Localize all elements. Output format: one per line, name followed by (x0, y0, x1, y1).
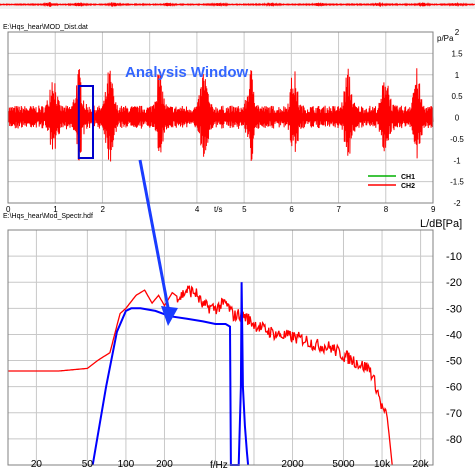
spectrum-y-tick-label: -60 (446, 382, 462, 394)
time-y-tick-label: 0.5 (451, 92, 463, 101)
time-y-tick-label: -2 (453, 199, 461, 208)
spectrum-ylabel: L/dB[Pa] (420, 218, 462, 230)
spectrum-y-tick-label: -10 (446, 251, 462, 263)
time-y-tick-label: -1 (453, 156, 461, 165)
time-x-tick-label: 2 (100, 205, 105, 214)
time-y-tick-label: -0.5 (450, 135, 464, 144)
analysis-arrow-line (138, 159, 172, 319)
analysis-arrow-head (161, 306, 178, 326)
spectrum-x-tick-label: 50 (82, 459, 94, 469)
spectrum-y-tick-label: -80 (446, 434, 462, 446)
time-x-tick-label: 8 (384, 205, 389, 214)
legend-label-ch2: CH2 (401, 183, 415, 190)
time-plot-ticks: 0 1 2 4 5 6 7 8 9 2 1.5 1 0.5 0 -0.5 -1 -1.5 -2 (6, 28, 464, 214)
time-y-tick-label: 2 (455, 28, 460, 37)
time-x-tick-label: 9 (431, 205, 436, 214)
time-x-tick-label: 4 (195, 205, 200, 214)
spectrum-y-tick-label: -30 (446, 303, 462, 315)
overview-waveform (0, 2, 475, 7)
time-x-tick-label: 5 (242, 205, 247, 214)
time-x-tick-label: 7 (337, 205, 342, 214)
analysis-window-box (77, 85, 95, 159)
spectrum-frame (7, 229, 434, 466)
time-x-tick-label: 1 (53, 205, 58, 214)
spectrum-series (8, 282, 393, 466)
time-y-tick-label: 0 (455, 114, 460, 123)
spectrum-ticks: 20 50 100 200 2000 5000 10k 20k -10 -20 -30 -40 -50 -… (31, 251, 462, 469)
time-x-tick-label: 0 (6, 205, 11, 214)
spectrum-grid (8, 230, 433, 465)
legend-label-ch1: CH1 (401, 174, 415, 181)
spectrum-series-blue (91, 282, 250, 466)
spectrum-x-tick-label: 20 (31, 459, 43, 469)
spectrum-y-tick-label: -50 (446, 356, 462, 368)
spectrum-series-red (8, 285, 393, 466)
spectrum-x-tick-label: 20k (413, 459, 430, 469)
spectrum-y-tick-label: -40 (446, 329, 462, 341)
spectrum-x-tick-label: 10k (374, 459, 391, 469)
time-y-tick-label: 1 (455, 71, 460, 80)
time-file-label: E:\Hqs_hear\MOD_Dist.dat (3, 24, 88, 31)
time-plot-frame (7, 31, 434, 204)
time-y-tick-label: 1.5 (451, 49, 463, 58)
spectrum-xlabel: f/Hz (210, 460, 228, 469)
spectrum-x-tick-label: 2000 (281, 459, 304, 469)
spectrum-x-tick-label: 5000 (332, 459, 355, 469)
spectrum-x-tick-label: 100 (118, 459, 135, 469)
analysis-window-label: Analysis Window (125, 64, 249, 81)
time-x-tick-label: 6 (289, 205, 294, 214)
spectrum-y-tick-label: -20 (446, 277, 462, 289)
time-ylabel: p/Pa (437, 34, 454, 43)
spectrum-x-tick-label: 200 (156, 459, 173, 469)
overview-series (0, 2, 475, 7)
time-y-tick-label: -1.5 (450, 178, 464, 187)
spectrum-file-label: E:\Hqs_hear\Mod_Spectr.hdf (3, 213, 93, 220)
time-xlabel: t/s (214, 205, 222, 214)
spectrum-y-tick-label: -70 (446, 408, 462, 420)
